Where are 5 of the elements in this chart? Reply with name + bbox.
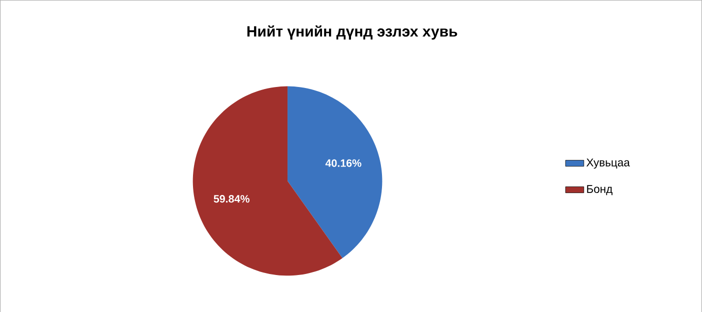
data-label: 59.84%	[214, 194, 250, 202]
legend-label: Бонд	[587, 184, 612, 195]
data-label: 40.16%	[325, 159, 362, 167]
legend-label: Хувьцаа	[586, 158, 630, 168]
chart-title: Нийт үнийн дүнд эзлэх хувь	[247, 25, 458, 40]
